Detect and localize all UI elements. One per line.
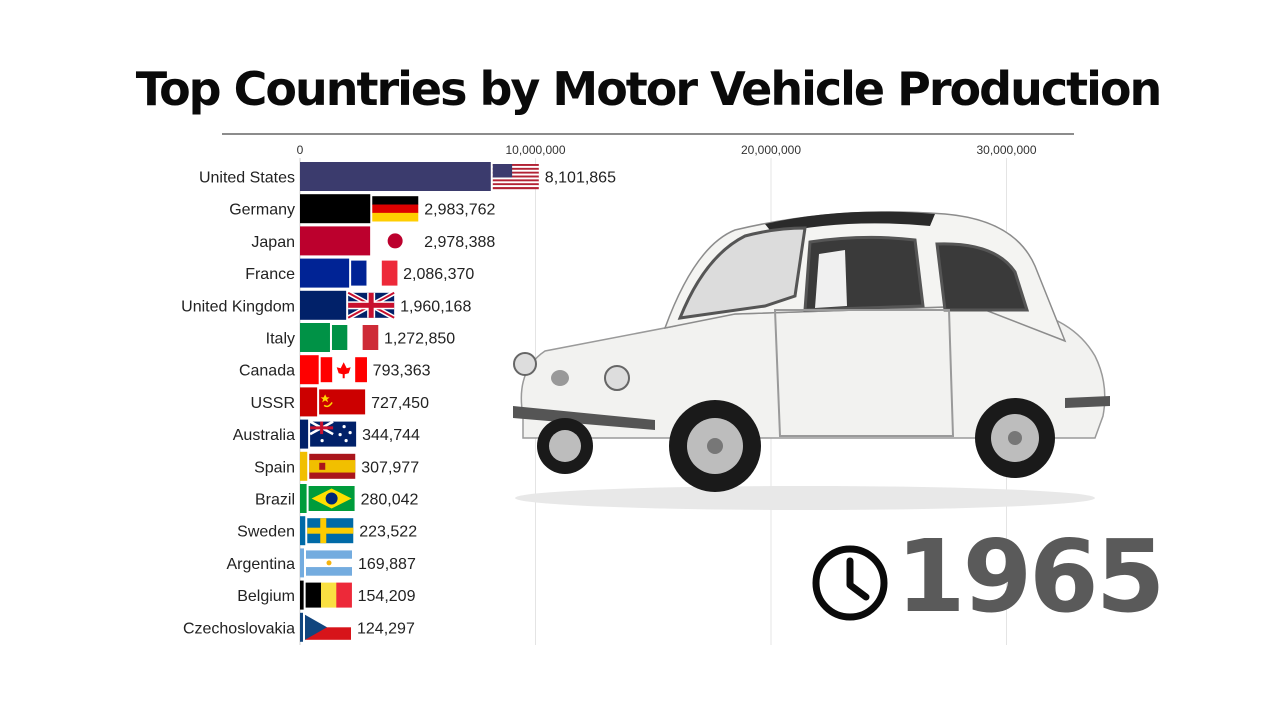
value-label: 154,209 xyxy=(358,588,416,605)
value-label: 2,086,370 xyxy=(403,266,474,283)
argentina-flag xyxy=(306,550,353,576)
value-label: 1,272,850 xyxy=(384,331,455,348)
year-label: 1965 xyxy=(896,518,1165,635)
bar xyxy=(300,580,304,610)
country-label: Belgium xyxy=(237,588,295,605)
country-label: France xyxy=(245,266,295,283)
bar-row: Sweden 223,522 xyxy=(237,516,417,546)
bar xyxy=(300,194,371,224)
value-label: 2,983,762 xyxy=(424,202,495,219)
bar xyxy=(300,612,303,642)
country-label: Sweden xyxy=(237,524,295,541)
bar-row: Argentina 169,887 xyxy=(227,548,416,578)
country-label: Spain xyxy=(254,459,295,476)
value-label: 2,978,388 xyxy=(424,234,495,251)
bar-row: Czechoslovakia 124,297 xyxy=(183,612,415,642)
value-label: 169,887 xyxy=(358,556,416,573)
bar-row: United Kingdom 1,960,168 xyxy=(181,290,471,320)
country-label: Argentina xyxy=(227,556,296,573)
country-label: Japan xyxy=(251,234,295,251)
value-label: 344,744 xyxy=(362,427,420,444)
x-tick-label: 0 xyxy=(297,143,304,157)
x-tick-label: 30,000,000 xyxy=(976,143,1036,157)
bar-row: Belgium 154,209 xyxy=(237,580,416,610)
value-label: 727,450 xyxy=(371,395,429,412)
bar xyxy=(300,290,347,320)
bar-row: France 2,086,370 xyxy=(245,258,474,288)
ussr-flag xyxy=(319,389,366,415)
country-label: United States xyxy=(199,170,295,187)
italy-flag xyxy=(331,325,379,350)
bar xyxy=(300,451,308,481)
country-label: United Kingdom xyxy=(181,298,295,315)
value-label: 307,977 xyxy=(361,459,419,476)
bar xyxy=(300,516,306,546)
bar-row: USSR 727,450 xyxy=(251,387,429,417)
bar xyxy=(300,323,330,352)
title-underline xyxy=(222,133,1074,135)
canada-flag xyxy=(320,357,367,383)
x-tick-label: 10,000,000 xyxy=(505,143,565,157)
bar-row: Japan 2,978,388 xyxy=(251,226,495,256)
bar-row: Italy 1,272,850 xyxy=(266,323,455,352)
us-flag xyxy=(492,164,539,190)
france-flag xyxy=(351,260,398,286)
bar xyxy=(300,548,305,578)
bar-row: United States 8,101,865 xyxy=(199,162,616,191)
country-label: Canada xyxy=(239,363,295,380)
country-label: Australia xyxy=(233,427,295,444)
belgium-flag xyxy=(305,582,352,608)
value-label: 793,363 xyxy=(373,363,431,380)
sweden-flag xyxy=(307,518,354,544)
uk-flag xyxy=(346,290,396,320)
bar-row: Germany 2,983,762 xyxy=(229,194,496,224)
bar xyxy=(300,387,318,417)
x-tick-label: 20,000,000 xyxy=(741,143,801,157)
bar xyxy=(300,162,491,191)
bar xyxy=(300,355,319,385)
bar xyxy=(300,484,307,513)
bar xyxy=(300,419,309,449)
czechoslovakia-flag xyxy=(305,614,351,640)
germany-flag xyxy=(372,196,419,222)
australia-flag xyxy=(309,420,357,447)
spain-flag xyxy=(309,453,356,479)
country-label: Brazil xyxy=(255,492,295,509)
country-label: USSR xyxy=(251,395,295,412)
value-label: 223,522 xyxy=(359,524,417,541)
country-label: Czechoslovakia xyxy=(183,620,295,637)
chart-title: Top Countries by Motor Vehicle Productio… xyxy=(135,62,1162,116)
fiat-500-car-image xyxy=(513,211,1110,510)
clock-icon xyxy=(812,545,888,621)
country-label: Germany xyxy=(229,202,295,219)
japan-flag xyxy=(372,228,419,254)
brazil-flag xyxy=(308,486,355,511)
value-label: 8,101,865 xyxy=(545,170,616,187)
value-label: 1,960,168 xyxy=(400,298,471,315)
country-label: Italy xyxy=(266,331,295,348)
bar-row: Australia 344,744 xyxy=(233,419,420,449)
bar-row: Canada 793,363 xyxy=(239,355,431,385)
bar-row: Brazil 280,042 xyxy=(255,484,419,513)
bar xyxy=(300,226,371,256)
value-label: 124,297 xyxy=(357,620,415,637)
value-label: 280,042 xyxy=(361,492,419,509)
bar-row: Spain 307,977 xyxy=(254,451,419,481)
bar xyxy=(300,258,350,288)
